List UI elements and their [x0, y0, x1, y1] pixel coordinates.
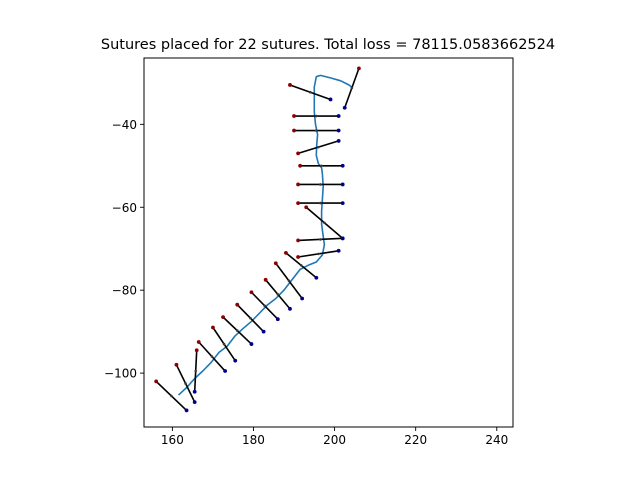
x-tick-label: 220 — [404, 433, 427, 447]
insertion-point — [288, 83, 292, 87]
insertion-point — [304, 205, 309, 210]
extraction-point — [275, 317, 280, 322]
extraction-point — [184, 408, 189, 413]
insertion-point — [174, 362, 179, 367]
insertion-point — [296, 151, 300, 156]
insertion-point — [273, 261, 278, 266]
suture-center-point — [319, 183, 322, 186]
insertion-point — [196, 340, 201, 344]
plot-area — [144, 58, 513, 427]
insertion-point — [284, 250, 288, 255]
extraction-point — [336, 128, 341, 133]
insertion-point — [263, 277, 268, 282]
extraction-point — [192, 400, 197, 405]
extraction-point — [233, 358, 238, 363]
x-tick-label: 240 — [485, 433, 508, 447]
wound-line — [177, 74, 354, 396]
suture-center-point — [317, 252, 320, 256]
suture-center-point — [315, 129, 318, 132]
extraction-point — [340, 201, 345, 206]
extraction-point — [261, 329, 266, 334]
extraction-point — [340, 236, 345, 241]
extraction-point — [314, 275, 319, 280]
plot-layer — [154, 66, 361, 413]
plot-frame — [143, 57, 514, 428]
chart-title: Sutures placed for 22 sutures. Total los… — [101, 37, 555, 53]
suture-center-point — [263, 304, 266, 308]
extraction-point — [300, 296, 305, 301]
y-tick-label: −60 — [112, 201, 137, 215]
sutures-group — [154, 66, 361, 413]
suture-center-point — [319, 238, 322, 241]
suture-center-point — [299, 264, 303, 267]
insertion-point — [296, 201, 300, 206]
suture-center-point — [194, 369, 198, 373]
x-axis-ticks: 160 180 200 220 240 — [161, 427, 508, 447]
suture-center-point — [210, 355, 214, 358]
insertion-point — [194, 348, 199, 353]
extraction-point — [336, 139, 341, 143]
extraction-point — [340, 182, 345, 187]
suture-center-point — [350, 86, 354, 90]
extraction-point — [192, 389, 197, 394]
extraction-point — [340, 163, 345, 168]
suture-center-point — [308, 90, 312, 94]
insertion-point — [221, 315, 225, 320]
extraction-point — [328, 97, 333, 102]
insertion-point — [296, 255, 300, 259]
suture-center-point — [235, 329, 239, 332]
suture-center-point — [170, 394, 173, 398]
y-tick-label: −100 — [104, 367, 137, 381]
extraction-point — [249, 342, 254, 346]
suture-center-point — [317, 145, 320, 149]
y-axis-ticks: −40 −60 −80 −100 — [104, 118, 144, 381]
suture-center-point — [276, 293, 280, 296]
suture-center-point — [249, 316, 252, 320]
insertion-point — [292, 128, 296, 133]
suture-center-point — [222, 342, 226, 346]
suture-center-point — [319, 201, 322, 205]
insertion-point — [249, 290, 254, 295]
suture-center-point — [320, 164, 323, 168]
insertion-point — [357, 66, 361, 71]
insertion-point — [154, 379, 159, 384]
insertion-point — [298, 163, 303, 168]
extraction-point — [336, 114, 341, 118]
suture-center-point — [315, 114, 318, 118]
suture-center-point — [287, 279, 291, 283]
suture-center-point — [323, 221, 326, 225]
insertion-point — [292, 114, 296, 118]
x-tick-label: 200 — [323, 433, 346, 447]
insertion-point — [211, 325, 215, 330]
extraction-point — [223, 369, 227, 373]
extraction-point — [288, 306, 292, 311]
y-tick-label: −80 — [112, 284, 137, 298]
extraction-point — [336, 248, 341, 253]
extraction-point — [342, 105, 347, 110]
x-tick-label: 160 — [161, 433, 184, 447]
y-tick-label: −40 — [112, 118, 137, 132]
insertion-point — [296, 238, 300, 243]
insertion-point — [296, 182, 300, 187]
insertion-point — [235, 302, 240, 307]
suture-center-point — [184, 382, 187, 385]
x-tick-label: 180 — [242, 433, 265, 447]
